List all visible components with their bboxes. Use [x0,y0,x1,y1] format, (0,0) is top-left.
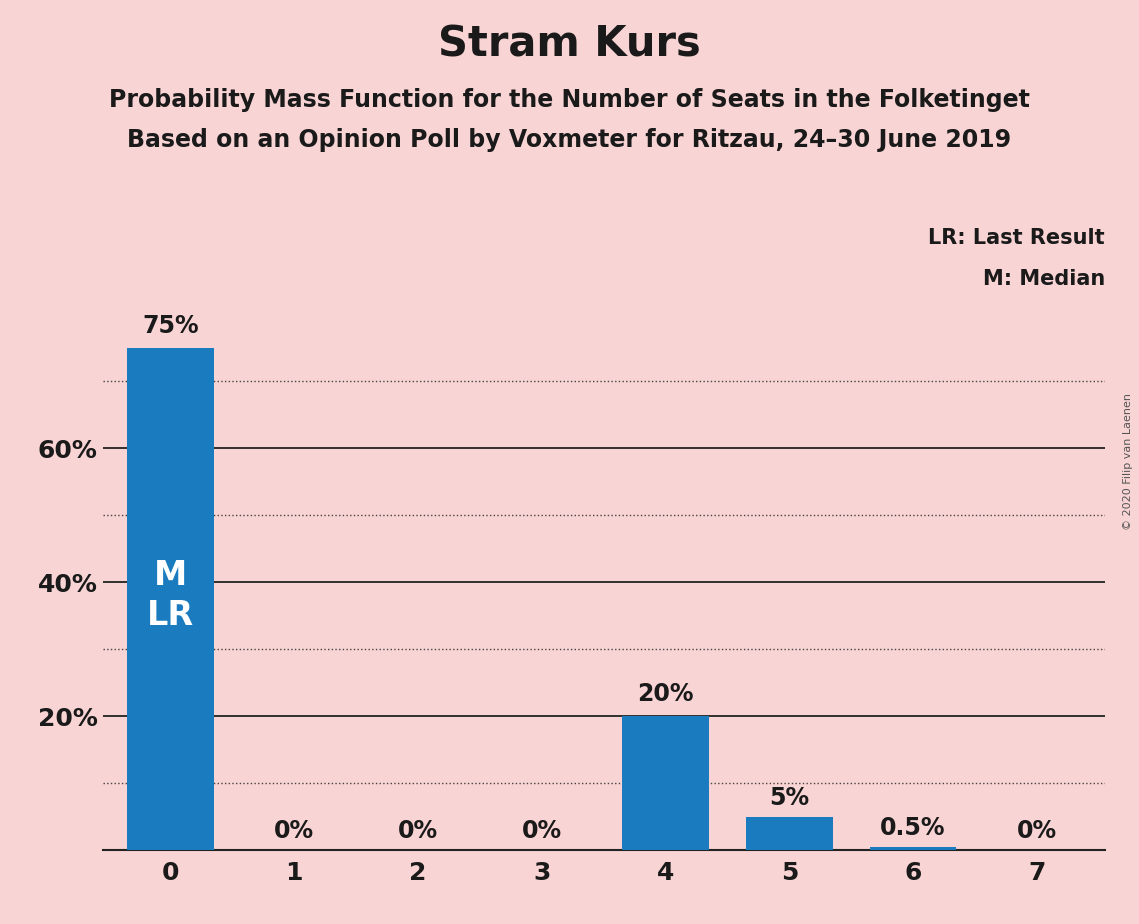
Bar [746,817,833,850]
Text: Stram Kurs: Stram Kurs [439,23,700,65]
Text: M: Median: M: Median [983,269,1105,288]
Text: Based on an Opinion Poll by Voxmeter for Ritzau, 24–30 June 2019: Based on an Opinion Poll by Voxmeter for… [128,128,1011,152]
Text: 0%: 0% [522,820,562,844]
Text: 5%: 5% [769,786,810,809]
Text: M
LR: M LR [147,559,194,632]
Text: 0.5%: 0.5% [880,816,945,840]
Text: 0%: 0% [274,820,314,844]
Bar [622,716,708,850]
Text: Probability Mass Function for the Number of Seats in the Folketinget: Probability Mass Function for the Number… [109,88,1030,112]
Text: LR: Last Result: LR: Last Result [928,228,1105,249]
Bar [128,347,214,850]
Text: 20%: 20% [638,682,694,706]
Text: 0%: 0% [398,820,439,844]
Text: © 2020 Filip van Laenen: © 2020 Filip van Laenen [1123,394,1133,530]
Text: 0%: 0% [1017,820,1057,844]
Bar [870,846,957,850]
Text: 75%: 75% [142,313,199,337]
